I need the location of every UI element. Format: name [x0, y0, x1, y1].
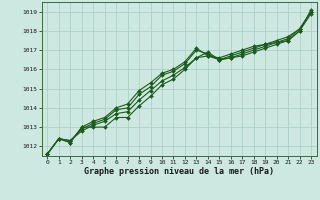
X-axis label: Graphe pression niveau de la mer (hPa): Graphe pression niveau de la mer (hPa)	[84, 167, 274, 176]
